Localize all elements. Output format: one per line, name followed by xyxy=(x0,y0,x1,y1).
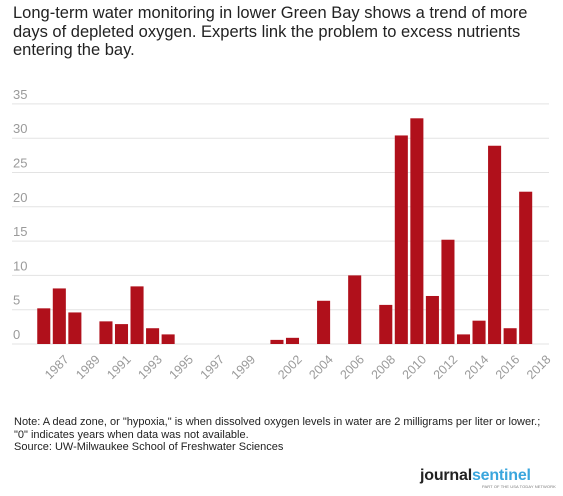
x-tick-label-2010: 2010 xyxy=(400,352,430,382)
y-tick-label-30: 30 xyxy=(13,121,27,136)
chart-notes: Note: A dead zone, or "hypoxia," is when… xyxy=(14,416,554,454)
x-tick-label-1987: 1987 xyxy=(42,352,72,382)
x-tick-label-2002: 2002 xyxy=(275,352,305,382)
bar-1990 xyxy=(99,321,113,344)
brand-word-journal: journal xyxy=(420,467,472,484)
bar-2013 xyxy=(456,334,471,344)
bar-1988 xyxy=(68,312,82,344)
bar-2004 xyxy=(317,300,331,344)
y-tick-label-5: 5 xyxy=(13,293,20,308)
bar-2017 xyxy=(519,191,533,344)
x-tick-label-1991: 1991 xyxy=(104,352,134,382)
x-tick-label-1999: 1999 xyxy=(229,352,259,382)
y-tick-label-10: 10 xyxy=(13,258,27,273)
bar-2001 xyxy=(270,339,284,344)
y-tick-label-20: 20 xyxy=(13,190,27,205)
chart-headline: Long-term water monitoring in lower Gree… xyxy=(13,4,528,59)
bar-2006 xyxy=(348,275,362,344)
y-axis-ticks: 0 5 10 15 20 25 30 35 xyxy=(13,87,27,342)
bar-2009 xyxy=(394,135,408,344)
bars xyxy=(37,118,533,344)
x-tick-label-2014: 2014 xyxy=(462,352,492,382)
y-tick-label-15: 15 xyxy=(13,224,27,239)
x-tick-label-2018: 2018 xyxy=(524,352,554,382)
note-text: Note: A dead zone, or "hypoxia," is when… xyxy=(14,416,541,441)
y-tick-label-25: 25 xyxy=(13,156,27,171)
x-tick-label-1993: 1993 xyxy=(135,352,165,382)
bar-2016 xyxy=(503,328,517,344)
x-tick-label-2008: 2008 xyxy=(369,352,399,382)
bar-2012 xyxy=(441,239,455,344)
bar-2010 xyxy=(410,118,424,344)
y-tick-label-0: 0 xyxy=(13,327,20,342)
x-tick-label-1989: 1989 xyxy=(73,352,103,382)
x-tick-label-2006: 2006 xyxy=(337,352,367,382)
bar-1994 xyxy=(161,334,175,344)
x-tick-label-2012: 2012 xyxy=(431,352,461,382)
brand-tagline: PART OF THE USA TODAY NETWORK xyxy=(482,484,556,489)
x-tick-label-2016: 2016 xyxy=(493,352,523,382)
bar-2015 xyxy=(488,145,502,344)
brand-wordmark: journalsentinel xyxy=(420,467,555,485)
x-tick-label-1997: 1997 xyxy=(198,352,228,382)
x-tick-label-1995: 1995 xyxy=(166,352,196,382)
bar-1992 xyxy=(130,286,144,344)
gridlines xyxy=(12,103,549,345)
source-text: Source: UW-Milwaukee School of Freshwate… xyxy=(14,441,284,453)
x-tick-label-2004: 2004 xyxy=(306,352,336,382)
bar-1991 xyxy=(114,324,129,344)
bar-1986 xyxy=(37,308,51,344)
bar-2002 xyxy=(285,337,300,344)
y-tick-label-35: 35 xyxy=(13,87,27,102)
brand-logo: journalsentinel PART OF THE USA TODAY NE… xyxy=(420,467,556,493)
bar-1993 xyxy=(146,328,160,344)
bar-2008 xyxy=(379,304,393,344)
x-axis-ticks: 1987 1989 1991 1993 1995 1997 1999 2002 2004 2006… xyxy=(42,352,554,382)
brand-word-sentinel: sentinel xyxy=(471,467,531,484)
bar-chart: 0 5 10 15 20 25 30 35 1987 1989 1991 1993 1995 1997 1… xyxy=(12,87,554,382)
bar-1987 xyxy=(52,288,66,344)
bar-2011 xyxy=(425,295,439,344)
bar-2014 xyxy=(472,320,486,344)
